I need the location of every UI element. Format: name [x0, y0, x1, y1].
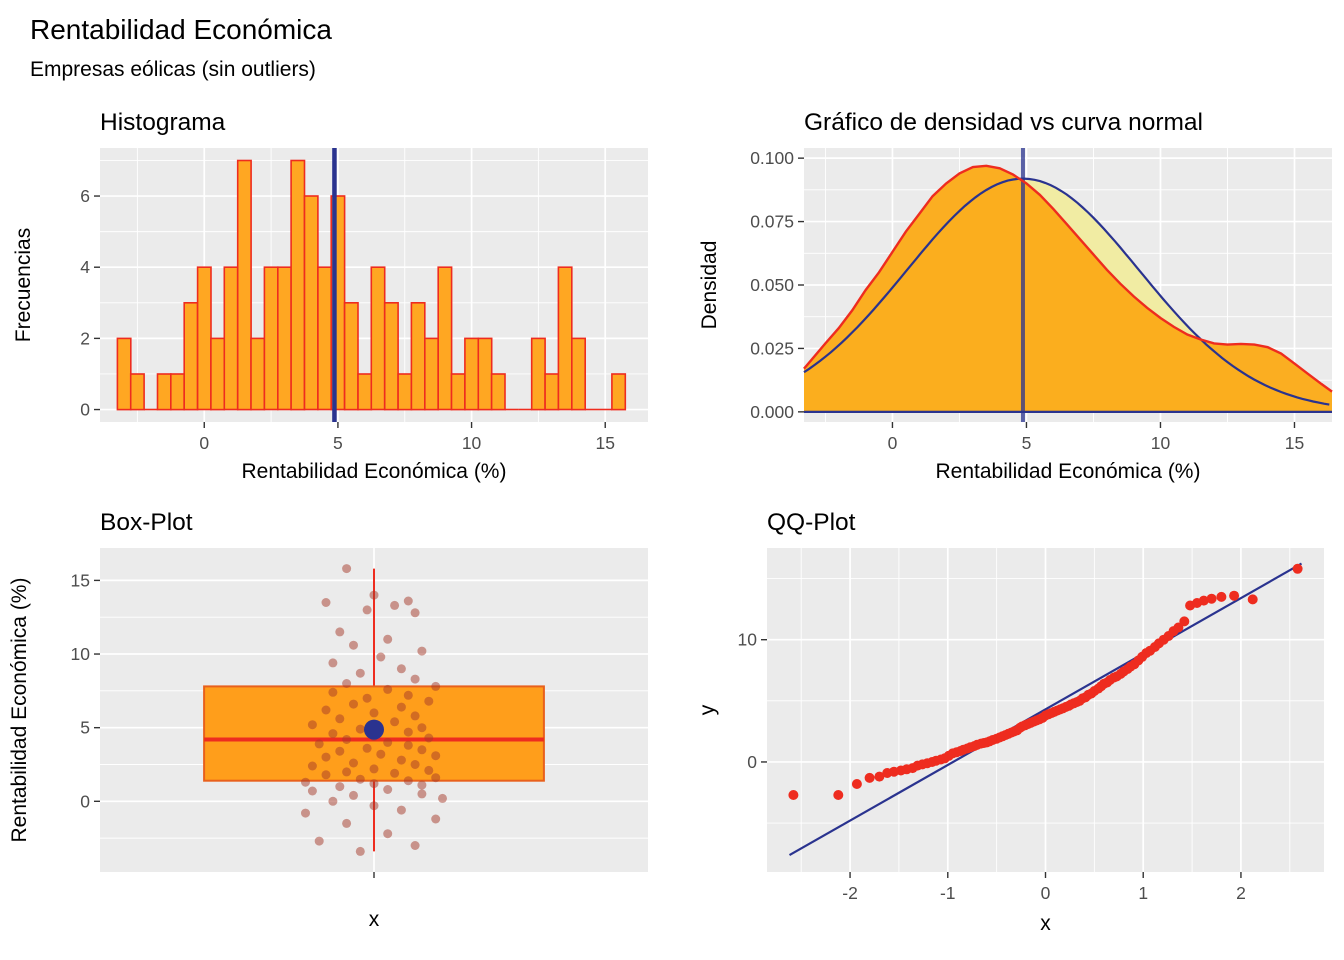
svg-text:2: 2	[1236, 883, 1246, 903]
svg-text:2: 2	[80, 328, 90, 348]
svg-text:y: y	[696, 704, 719, 715]
density-area	[804, 165, 1332, 412]
svg-text:-2: -2	[842, 883, 858, 903]
qq-points	[788, 563, 1303, 800]
figure-title: Rentabilidad Económica	[30, 14, 332, 45]
density-curve	[803, 164, 1333, 393]
figure-header: Rentabilidad Económica Empresas eólicas …	[0, 0, 1344, 100]
svg-text:Rentabilidad Económica (%): Rentabilidad Económica (%)	[242, 460, 507, 483]
svg-text:6: 6	[80, 186, 90, 206]
svg-text:0.100: 0.100	[750, 148, 794, 168]
svg-text:0.075: 0.075	[750, 212, 794, 232]
svg-text:Gráfico de densidad vs curva n: Gráfico de densidad vs curva normal	[804, 109, 1203, 136]
svg-text:15: 15	[1285, 433, 1304, 453]
svg-text:5: 5	[80, 718, 90, 738]
svg-text:Densidad: Densidad	[698, 241, 721, 330]
svg-text:Frecuencias: Frecuencias	[12, 228, 35, 342]
svg-text:0: 0	[80, 400, 90, 420]
svg-text:0.025: 0.025	[750, 338, 794, 358]
svg-text:5: 5	[333, 433, 343, 453]
svg-text:15: 15	[595, 433, 614, 453]
svg-text:Rentabilidad Económica (%): Rentabilidad Económica (%)	[936, 460, 1201, 483]
svg-text:1: 1	[1138, 883, 1148, 903]
svg-text:4: 4	[80, 257, 90, 277]
svg-text:10: 10	[462, 433, 482, 453]
density-panel: 0 5 10 15 0.000 0.025 0.050 0.075 0.100 Rentabili…	[698, 109, 1333, 483]
normal-curve	[803, 177, 1330, 406]
svg-text:10: 10	[738, 630, 758, 650]
svg-text:Histograma: Histograma	[100, 109, 226, 136]
chart-grid: 0 5 10 15 0 2 4 6 Rentabilidad Económica (%) Frec…	[0, 100, 1344, 960]
figure-subtitle: Empresas eólicas (sin outliers)	[30, 58, 316, 81]
qq-line	[788, 562, 1303, 857]
svg-text:0.000: 0.000	[750, 402, 794, 422]
histogram-bars	[116, 159, 627, 411]
svg-text:5: 5	[1022, 433, 1032, 453]
svg-text:0: 0	[747, 752, 757, 772]
mean-point	[364, 719, 384, 740]
svg-text:0: 0	[1041, 883, 1051, 903]
boxplot-panel: 0 5 10 15 x Rentabilidad Económica (%) Box-Plo…	[8, 509, 648, 931]
svg-text:0.050: 0.050	[750, 275, 794, 295]
svg-text:-1: -1	[940, 883, 956, 903]
svg-text:x: x	[1040, 912, 1051, 935]
svg-text:Rentabilidad Económica (%): Rentabilidad Económica (%)	[8, 578, 31, 843]
svg-text:0: 0	[80, 791, 90, 811]
qqplot-panel: -2 -1 0 1 2 0 10 x y QQ-Plot	[696, 509, 1324, 935]
svg-text:10: 10	[71, 644, 91, 664]
svg-text:0: 0	[888, 433, 898, 453]
svg-text:QQ-Plot: QQ-Plot	[767, 509, 856, 536]
jitter-points	[301, 564, 447, 856]
histogram-panel: 0 5 10 15 0 2 4 6 Rentabilidad Económica (%) Frec…	[12, 109, 648, 483]
svg-text:15: 15	[71, 570, 90, 590]
svg-text:10: 10	[1151, 433, 1171, 453]
svg-text:x: x	[369, 908, 380, 931]
svg-text:Box-Plot: Box-Plot	[100, 509, 193, 536]
svg-text:0: 0	[199, 433, 209, 453]
